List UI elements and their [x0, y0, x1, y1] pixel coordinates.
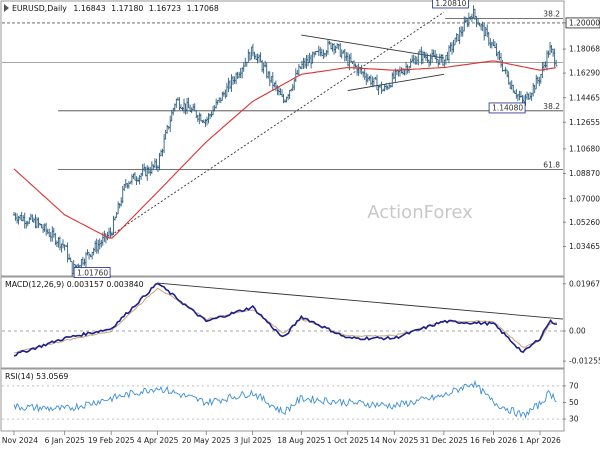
- macd-axis: 0.019679 0.00 -0.012552: [563, 279, 600, 366]
- rsi-tick-label: 70: [569, 382, 579, 391]
- time-tick-label: 16 Feb 2026: [470, 436, 517, 445]
- fib-level-label: 38.2: [543, 9, 560, 18]
- time-tick-label: 6 Jan 2025: [45, 436, 85, 445]
- time-tick-label: 1 Oct 2025: [327, 436, 369, 445]
- price-annotation-box: [73, 267, 111, 278]
- price-tick-label: 1.05260: [569, 218, 600, 227]
- price-tick-label: 1.03465: [569, 242, 600, 251]
- price-annotation-box: [432, 0, 469, 9]
- macd-line: [13, 282, 557, 357]
- rsi-axis: 70 50 30: [2, 382, 579, 424]
- fib-level-label: 38.2: [543, 102, 560, 111]
- ohlc-low: 1.16723: [149, 4, 181, 13]
- time-tick-label: 14 Nov 2025: [370, 436, 418, 445]
- collapse-triangle-icon[interactable]: [4, 4, 9, 12]
- rsi-line: [13, 379, 557, 419]
- trendline-support-dotted: [110, 11, 445, 236]
- time-tick-label: 3 Jul 2025: [234, 436, 272, 445]
- macd-label: MACD(12,26,9) 0.003157 0.003840: [5, 280, 144, 289]
- rsi-tick-label: 30: [569, 415, 579, 424]
- price-annotation-label: 1.20810: [435, 0, 466, 8]
- ohlc-open: 1.16843: [73, 4, 105, 13]
- horizontal-levels: 38.2 38.2 61.8: [2, 9, 563, 170]
- price-box: [565, 17, 600, 29]
- macd-signal-line: [13, 287, 558, 354]
- price-tick-label: 1.08870: [569, 169, 600, 178]
- price-tick-label: 1.16290: [569, 69, 600, 78]
- rsi-tick-label: 50: [569, 398, 579, 407]
- price-annotations: 1.20810 1.14080 1.01760: [73, 0, 526, 278]
- time-tick-label: 1 Apr 2026: [519, 436, 561, 445]
- rsi-panel: RSI(14) 53.0569 70 50 30: [2, 372, 579, 424]
- moving-average-line: [13, 60, 556, 239]
- price-annotation-label: 1.14080: [492, 104, 523, 113]
- macd-trendline: [157, 282, 564, 320]
- chart-header: EURUSD,Daily 1.16843 1.17180 1.16723 1.1…: [4, 4, 219, 13]
- fib-level-label: 61.8: [543, 161, 560, 170]
- chart-title: EURUSD,Daily: [12, 4, 67, 13]
- main-panel-frame: [0, 0, 565, 277]
- macd-panel: MACD(12,26,9) 0.003157 0.003840 0.019679…: [2, 279, 600, 366]
- rsi-label: RSI(14) 53.0569: [5, 372, 68, 381]
- time-tick-label: 31 Dec 2025: [420, 436, 468, 445]
- time-tick-label: 19 Nov 2024: [0, 436, 38, 445]
- price-annotation-label: 1.01760: [77, 268, 108, 277]
- macd-tick-label: 0.019679: [569, 279, 600, 288]
- price-bars: [12, 5, 558, 277]
- svg-text:EURUSD,Daily 1.16843: EURUSD,Daily 1.16843 1.17180 1.16723 1.1…: [12, 4, 219, 13]
- time-tick-label: 19 Feb 2025: [88, 436, 135, 445]
- macd-panel-frame: [0, 276, 565, 369]
- time-tick-label: 18 Aug 2025: [277, 436, 325, 445]
- time-tick-label: 20 May 2025: [182, 436, 231, 445]
- price-tick-label: 1.07000: [569, 194, 600, 203]
- panel-frames: [0, 0, 565, 432]
- price-tick-label: 1.12655: [569, 118, 600, 127]
- watermark: ActionForex: [367, 202, 473, 223]
- price-tick-label: 1.14465: [569, 93, 600, 102]
- trendline-channel-lower: [347, 73, 444, 91]
- price-tick-label: 1.18068: [569, 45, 600, 54]
- macd-tick-label: -0.012552: [569, 357, 600, 366]
- ohlc-high: 1.17180: [111, 4, 143, 13]
- price-tick-label: 1.20000: [569, 19, 600, 28]
- rsi-panel-frame: [0, 368, 565, 432]
- time-tick-label: 4 Apr 2025: [137, 436, 179, 445]
- macd-tick-label: 0.00: [569, 327, 586, 336]
- price-tick-label: 1.10680: [569, 145, 600, 154]
- ohlc-close: 1.17068: [187, 4, 219, 13]
- price-annotation-box: [488, 102, 526, 114]
- price-axis: 1.20000 1.18068 1.16290 1.14465 1.12655 1.106…: [563, 17, 600, 251]
